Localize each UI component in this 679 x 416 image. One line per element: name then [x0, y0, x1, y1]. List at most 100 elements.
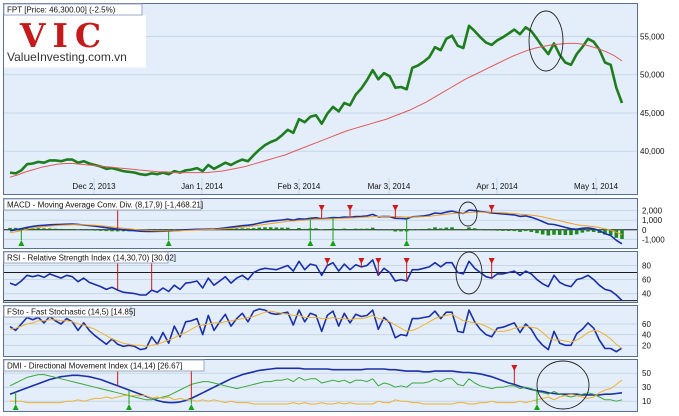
price-series — [9, 24, 624, 178]
dmi-series-line-1 — [9, 374, 623, 402]
rsi-y-tick-label: 60 — [642, 276, 651, 285]
macd-histogram-bar — [614, 229, 619, 238]
macd-histogram-bar — [115, 229, 120, 232]
price-x-tick-label: Dec 2, 2013 — [72, 182, 116, 191]
rsi-gridlines — [4, 265, 637, 295]
macd-histogram-bar — [484, 229, 488, 231]
fsto-y-tick-label: 60 — [642, 320, 651, 329]
fsto-title: FSto - Fast Stochastic (14,5) [14.85] — [7, 308, 136, 317]
macd-histogram-bar — [280, 227, 284, 230]
macd-histogram-bar — [359, 228, 364, 230]
macd-histogram-bar — [59, 228, 63, 230]
logo-background — [4, 15, 146, 68]
macd-histogram-bar — [81, 229, 86, 231]
macd-histogram-bar — [336, 229, 341, 230]
macd-buy-marker — [307, 240, 314, 246]
macd-histogram-bar — [382, 229, 386, 231]
rsi-series-line-0 — [9, 259, 623, 302]
macd-histogram-bar — [319, 229, 324, 230]
macd-histogram-bar — [53, 228, 58, 230]
price-x-axis: Dec 2, 2013 Jan 1, 2014 Feb 3, 2014 Mar 3, … — [72, 182, 618, 191]
macd-histogram-bar — [603, 229, 607, 235]
dmi-sell-marker — [511, 365, 518, 371]
rsi-sell-marker — [358, 258, 365, 264]
macd-histogram-bar — [569, 229, 573, 236]
macd-histogram-bar — [314, 228, 318, 230]
macd-sell-marker — [318, 205, 325, 211]
macd-histogram-bar — [529, 229, 534, 232]
rsi-highlight-ellipse — [455, 251, 483, 295]
rsi-title: RSI - Relative Strength Index (14,30,70)… — [7, 254, 176, 263]
macd-histogram-bar — [557, 229, 562, 235]
macd-histogram-bar — [325, 229, 330, 230]
macd-histogram-bar — [416, 229, 420, 230]
dmi-title-box — [3, 359, 205, 372]
dmi-series-line-0 — [9, 367, 623, 404]
macd-histogram-bar — [518, 229, 522, 232]
macd-histogram-bar — [535, 229, 539, 234]
macd-histogram-bar — [461, 229, 466, 231]
macd-histogram-bar — [467, 227, 471, 230]
macd-series-line-0 — [9, 209, 623, 245]
macd-histogram-bar — [586, 229, 590, 232]
macd-histogram-bar — [104, 229, 109, 232]
macd-histogram-bar — [155, 229, 160, 231]
macd-histogram-bar — [13, 227, 18, 230]
macd-histogram-bar — [591, 229, 596, 232]
macd-buy-marker — [18, 240, 25, 246]
macd-sell-marker — [347, 205, 353, 211]
macd-histogram-bar — [342, 228, 347, 230]
macd-y-tick-label: 1,000 — [642, 216, 663, 225]
macd-histogram-bar — [166, 229, 171, 231]
macd-title-box — [3, 198, 202, 211]
macd-histogram-bar — [580, 229, 585, 233]
macd-histogram-bar — [42, 228, 46, 230]
price-y-tick-label: 55,000 — [640, 32, 665, 41]
rsi-y-tick-label: 40 — [642, 290, 651, 299]
macd-histogram-bar — [268, 227, 273, 230]
macd-histogram-bar — [36, 228, 41, 230]
dmi-title: DMI - Directional Movement Index (14,14)… — [7, 362, 182, 371]
macd-histogram-bar — [376, 229, 381, 231]
macd-histogram-bar — [478, 229, 483, 230]
macd-histogram-bar — [472, 228, 477, 230]
rsi-series — [9, 259, 623, 302]
fsto-gridlines — [4, 323, 637, 346]
macd-histogram-bar — [161, 229, 165, 231]
macd-histogram-bar — [438, 228, 443, 230]
macd-y-tick-label: 0 — [642, 226, 647, 235]
macd-histogram-bar — [240, 228, 245, 230]
macd-title: MACD - Moving Average Conv. Div. (8,17,9… — [7, 201, 203, 210]
macd-histogram-bar — [291, 229, 296, 230]
macd-buy-marker — [403, 240, 410, 246]
macd-histogram-bar — [489, 229, 494, 231]
macd-histogram-bar — [348, 229, 352, 230]
macd-series — [9, 209, 623, 245]
macd-histogram-bar — [285, 227, 290, 230]
price-x-tick-label: Feb 3, 2014 — [278, 182, 321, 191]
macd-histogram-bar — [506, 229, 511, 232]
rsi-sell-marker — [488, 258, 495, 264]
macd-sell-marker — [488, 205, 495, 211]
price-y-tick-label: 40,000 — [640, 147, 665, 156]
macd-histogram-bar — [229, 228, 233, 230]
price-series-line-1 — [9, 42, 623, 178]
dmi-series-line-2 — [10, 379, 623, 405]
macd-histogram-bar — [501, 229, 505, 231]
price-x-tick-label: May 1, 2014 — [574, 182, 619, 191]
macd-histogram-bar — [410, 229, 415, 231]
price-title-box — [3, 3, 143, 16]
macd-buy-marker — [330, 240, 336, 246]
fsto-series — [9, 308, 623, 353]
macd-series-line-1 — [9, 211, 623, 236]
macd-histogram-bar — [297, 228, 301, 230]
macd-histogram-bar — [393, 229, 398, 232]
macd-histogram-bar — [563, 229, 568, 236]
macd-histogram-bar — [455, 229, 460, 230]
logo-subtitle: ValueInvesting.com.vn — [7, 50, 127, 64]
macd-histogram-bar — [512, 229, 517, 232]
dmi-buy-marker — [12, 404, 19, 410]
